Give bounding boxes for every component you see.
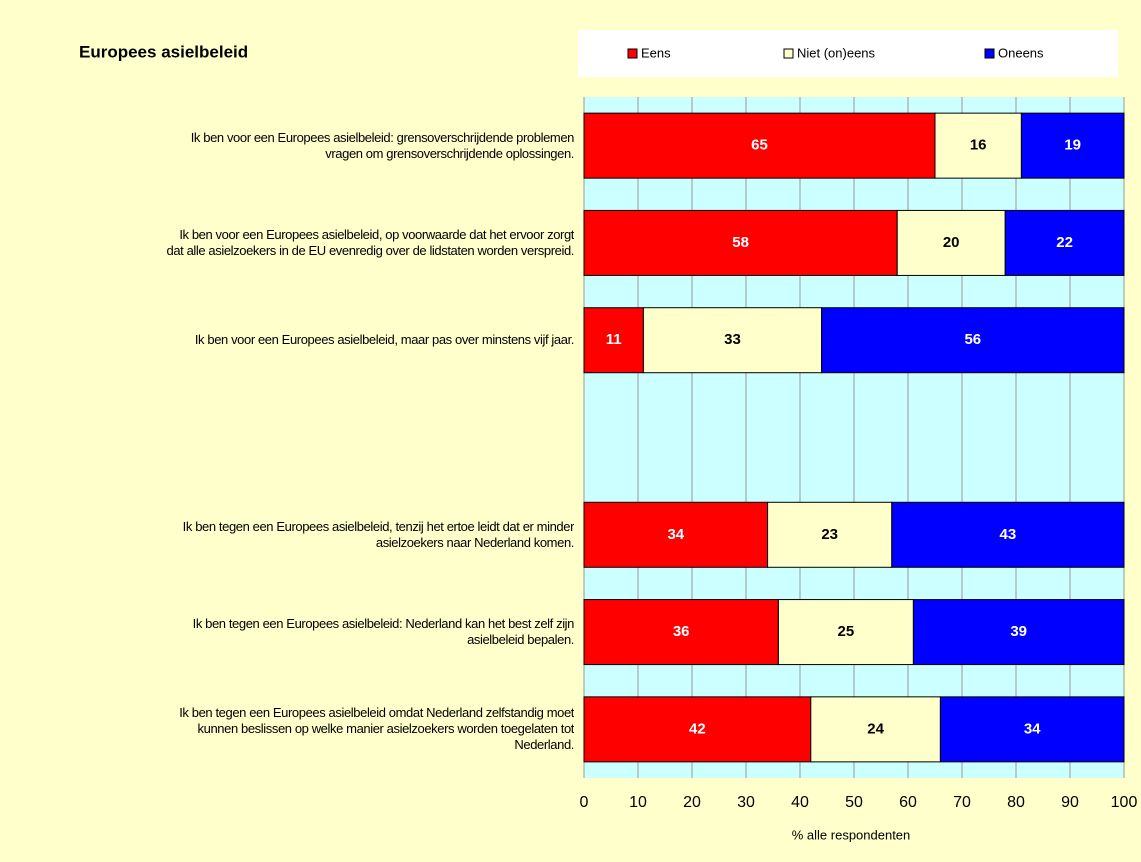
- value-label: 58: [732, 234, 749, 251]
- bar-segment: [583, 696, 812, 763]
- bar-segment: [821, 307, 1125, 374]
- category-label: Ik ben voor een Europees asielbeleid, op…: [166, 226, 574, 258]
- bar-segment: [583, 599, 779, 666]
- bar-segment: [583, 112, 936, 179]
- value-label: 33: [724, 331, 741, 348]
- legend-label: Eens: [641, 45, 671, 60]
- bar-segment: [1020, 112, 1125, 179]
- category-label-box: Ik ben tegen een Europees asielbeleid om…: [179, 705, 574, 753]
- category-label-box: Ik ben voor een Europees asielbeleid, ma…: [194, 332, 574, 348]
- category-label: Ik ben tegen een Europees asielbeleid: N…: [192, 616, 574, 648]
- category-label: Ik ben tegen een Europees asielbeleid om…: [179, 705, 574, 753]
- x-tick-label: 80: [1007, 794, 1025, 811]
- bar-segment: [583, 501, 769, 568]
- legend: [578, 30, 1118, 77]
- value-label: 16: [970, 137, 987, 154]
- legend-swatch: [984, 48, 995, 59]
- value-label: 42: [689, 720, 706, 737]
- bar-segment: [912, 599, 1125, 666]
- bar-segment: [1004, 209, 1125, 276]
- legend-swatch: [783, 48, 794, 59]
- bar-segment: [767, 501, 893, 568]
- category-label: Ik ben voor een Europees asielbeleid, ma…: [194, 332, 574, 348]
- value-label: 20: [943, 234, 960, 251]
- value-label: 65: [751, 137, 768, 154]
- value-label: 34: [667, 526, 684, 543]
- value-label: 39: [1010, 623, 1027, 640]
- value-label: 23: [821, 526, 838, 543]
- bar-segment: [891, 501, 1125, 568]
- x-tick-label: 10: [629, 794, 647, 811]
- value-label: 22: [1056, 234, 1073, 251]
- value-label: 36: [673, 623, 690, 640]
- legend-label: Niet (on)eens: [797, 45, 876, 60]
- category-label-box: Ik ben voor een Europees asielbeleid, op…: [166, 226, 574, 258]
- bar-segment: [777, 599, 914, 666]
- value-label: 56: [964, 331, 981, 348]
- value-label: 25: [838, 623, 855, 640]
- category-label: Ik ben voor een Europees asielbeleid: gr…: [190, 129, 574, 161]
- category-label-box: Ik ben voor een Europees asielbeleid: gr…: [190, 129, 574, 161]
- category-label-box: Ik ben tegen een Europees asielbeleid: N…: [192, 616, 574, 648]
- value-label: 11: [606, 331, 622, 348]
- chart-title: Europees asielbeleid: [79, 42, 248, 61]
- x-tick-label: 100: [1111, 794, 1138, 811]
- bar-segment: [810, 696, 941, 763]
- x-tick-label: 50: [845, 794, 863, 811]
- value-label: 43: [1000, 526, 1017, 543]
- x-tick-label: 90: [1061, 794, 1079, 811]
- x-tick-label: 30: [737, 794, 755, 811]
- x-tick-label: 70: [953, 794, 971, 811]
- x-tick-label: 60: [899, 794, 917, 811]
- bar-segment: [642, 307, 823, 374]
- category-label-box: Ik ben tegen een Europees asielbeleid, t…: [182, 518, 574, 550]
- legend-swatch: [627, 48, 638, 59]
- value-label: 34: [1024, 720, 1041, 737]
- bar-segment: [934, 112, 1022, 179]
- x-tick-label: 20: [683, 794, 701, 811]
- x-axis-label: % alle respondenten: [792, 827, 911, 842]
- category-label: Ik ben tegen een Europees asielbeleid, t…: [182, 518, 574, 550]
- value-label: 24: [867, 720, 884, 737]
- x-tick-label: 0: [580, 794, 589, 811]
- bar-segment: [939, 696, 1125, 763]
- legend-label: Oneens: [998, 45, 1044, 60]
- value-label: 19: [1064, 137, 1081, 154]
- x-tick-label: 40: [791, 794, 809, 811]
